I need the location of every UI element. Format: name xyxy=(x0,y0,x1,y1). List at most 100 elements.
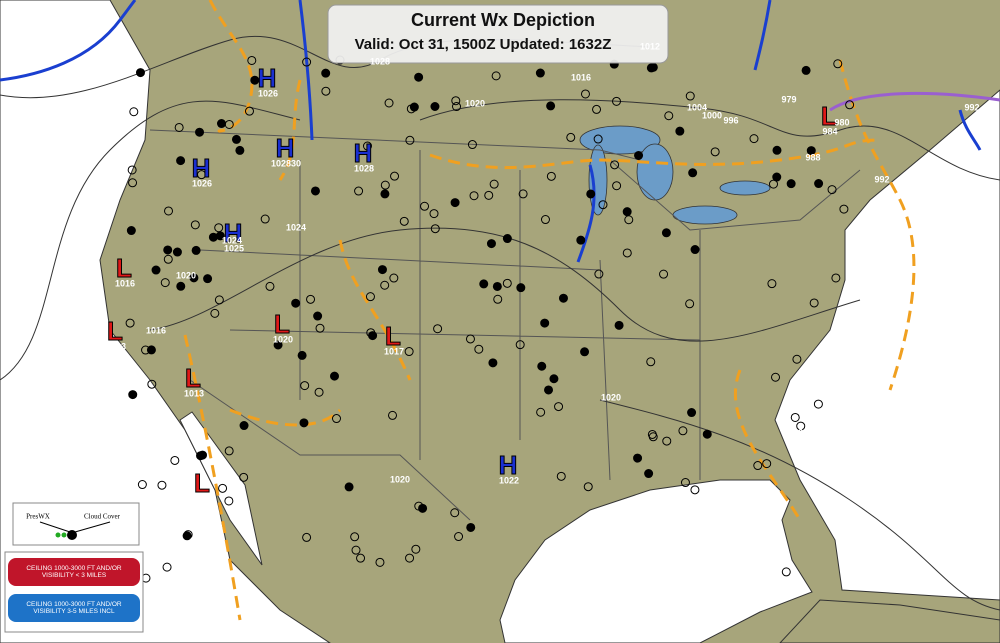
pressure-symbol: H xyxy=(354,138,373,168)
station xyxy=(250,75,260,85)
station xyxy=(492,281,502,291)
station xyxy=(685,299,695,309)
station xyxy=(273,340,283,350)
station xyxy=(839,204,849,214)
station xyxy=(465,334,475,344)
station xyxy=(702,429,712,439)
station xyxy=(321,86,331,96)
station xyxy=(344,482,354,492)
station xyxy=(224,446,234,456)
station xyxy=(368,331,378,341)
station xyxy=(235,145,245,155)
station xyxy=(450,198,460,208)
station xyxy=(160,278,170,288)
legend-pointer xyxy=(39,521,71,533)
station xyxy=(664,111,674,121)
station xyxy=(384,98,394,108)
station xyxy=(405,135,415,145)
station xyxy=(224,496,234,506)
isobar-label: 1016 xyxy=(146,325,166,335)
pressure-symbol: H xyxy=(276,133,295,163)
station xyxy=(380,280,390,290)
station xyxy=(197,170,207,180)
station xyxy=(586,189,596,199)
station xyxy=(414,501,424,511)
station xyxy=(452,102,462,112)
station xyxy=(216,119,226,129)
station xyxy=(634,150,644,160)
station xyxy=(644,469,654,479)
station xyxy=(330,371,340,381)
station xyxy=(214,223,224,233)
station xyxy=(633,453,643,463)
title-box xyxy=(327,4,669,64)
pressure-value: 984 xyxy=(822,126,837,136)
pressure-value: 1013 xyxy=(106,341,126,351)
station xyxy=(580,347,590,357)
station xyxy=(430,224,440,234)
station xyxy=(516,283,526,293)
station xyxy=(454,532,464,542)
station xyxy=(646,357,656,367)
station xyxy=(365,292,375,302)
pressure-value: 1017 xyxy=(384,346,404,356)
station xyxy=(690,245,700,255)
station xyxy=(170,455,180,465)
station xyxy=(796,421,806,431)
station xyxy=(484,190,494,200)
station xyxy=(491,71,501,81)
station xyxy=(128,178,138,188)
station xyxy=(680,478,690,488)
stations xyxy=(125,55,855,583)
station xyxy=(580,89,590,99)
station xyxy=(260,214,270,224)
station xyxy=(556,471,566,481)
cuba xyxy=(779,599,1000,643)
station xyxy=(827,185,837,195)
station xyxy=(661,228,671,238)
station xyxy=(781,567,791,577)
station xyxy=(157,480,167,490)
station xyxy=(662,436,672,446)
isobar-label: 1020 xyxy=(601,392,621,402)
station xyxy=(191,245,201,255)
fronts xyxy=(0,0,1000,263)
category-swatch xyxy=(8,558,140,586)
station xyxy=(467,140,477,150)
station-legend xyxy=(12,502,140,546)
station xyxy=(128,390,138,400)
station xyxy=(488,358,498,368)
station xyxy=(558,293,568,303)
pressure-symbol: L xyxy=(194,468,210,498)
station xyxy=(474,344,484,354)
isobar-label: 979 xyxy=(781,94,796,104)
station xyxy=(414,72,424,82)
station xyxy=(190,220,200,230)
station xyxy=(546,101,556,111)
isobar-label: 992 xyxy=(964,102,979,112)
isobar-label: 1000 xyxy=(702,110,722,120)
station xyxy=(354,186,364,196)
station xyxy=(762,459,772,469)
station xyxy=(792,354,802,364)
pressure-symbol: H xyxy=(224,218,243,248)
station xyxy=(198,450,208,460)
station xyxy=(583,482,593,492)
pressure-symbol: H xyxy=(258,63,277,93)
station xyxy=(362,141,372,151)
station xyxy=(265,281,275,291)
station xyxy=(176,156,186,166)
isobar-label: 1020 xyxy=(390,474,410,484)
station xyxy=(203,274,213,284)
station xyxy=(518,189,528,199)
station xyxy=(767,279,777,289)
station xyxy=(813,399,823,409)
isobar-label: 992 xyxy=(874,174,889,184)
category-label: CEILING 1000-3000 FT AND/OR VISIBILITY <… xyxy=(26,565,122,579)
station xyxy=(486,239,496,249)
station xyxy=(174,122,184,132)
station xyxy=(389,273,399,283)
station xyxy=(239,421,249,431)
legend-right: Cloud Cover xyxy=(84,513,121,521)
isobar-label: 1012 xyxy=(640,41,660,51)
